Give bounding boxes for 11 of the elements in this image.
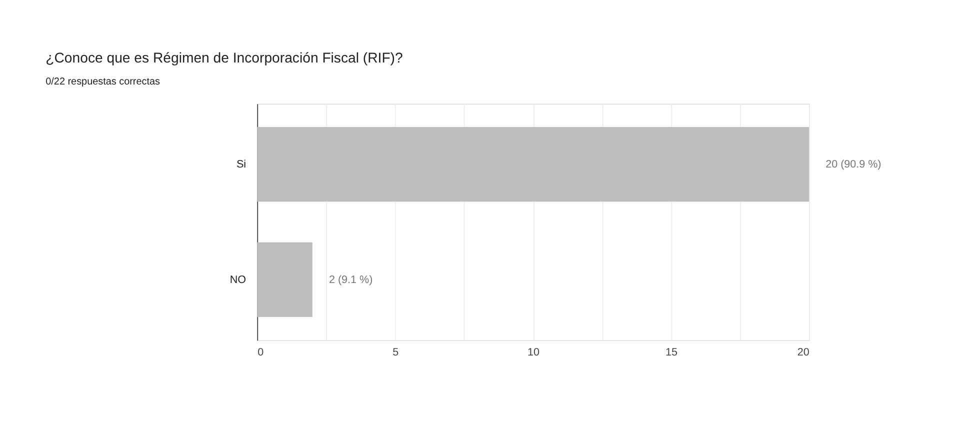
x-tick-label: 0: [258, 346, 264, 359]
y-tick-label: Si: [236, 158, 246, 171]
data-label: 2 (9.1 %): [328, 274, 373, 286]
chart-title: ¿Conoce que es Régimen de Incorporación Fiscal (RIF)?: [46, 49, 403, 66]
x-tick-label: 20: [797, 346, 810, 359]
text: 0/22 respuestas correctas: [46, 76, 160, 88]
data-label: 20 (90.9 %): [826, 158, 882, 171]
y-tick-label: NO: [230, 274, 246, 286]
x-tick-label: 15: [665, 346, 678, 359]
x-tick-label: 10: [528, 346, 540, 359]
x-tick-label: 5: [392, 346, 399, 359]
